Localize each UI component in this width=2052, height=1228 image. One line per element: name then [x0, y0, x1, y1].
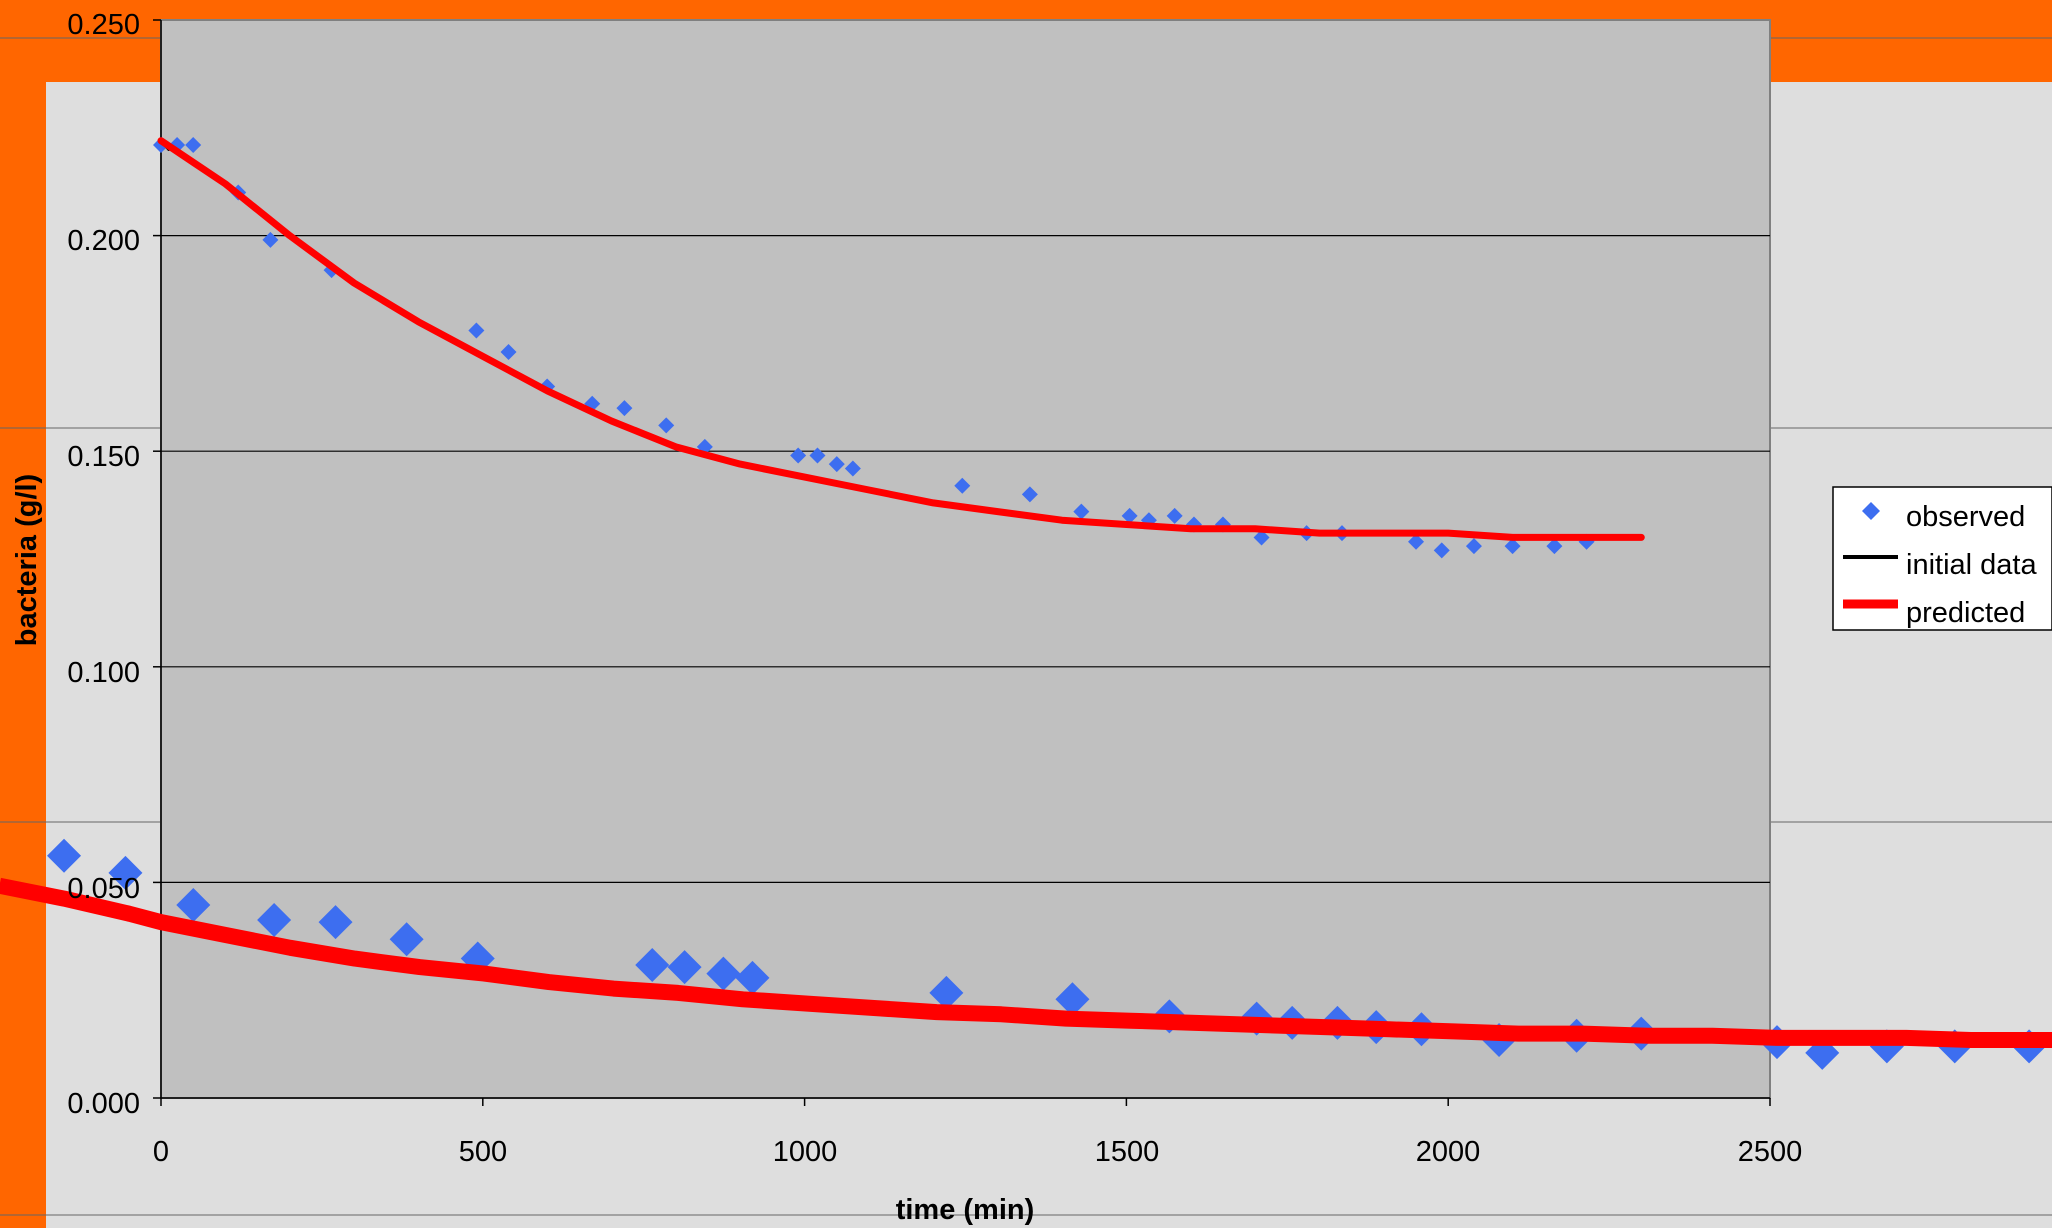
legend-label-observed: observed: [1906, 501, 2025, 533]
x-tick-label: 2000: [1416, 1136, 1481, 1168]
x-axis-title: time (min): [896, 1194, 1035, 1226]
observed-point: [828, 456, 845, 473]
observed-point: [844, 460, 861, 477]
observed-point: [1253, 529, 1270, 546]
overlay-observed-point: [1055, 982, 1090, 1017]
y-tick-label: 0.250: [67, 9, 140, 41]
plot-area: [160, 19, 1771, 1099]
legend: observed initial data predicted: [1832, 486, 2052, 631]
x-tick-label: 1000: [773, 1136, 838, 1168]
observed-point: [500, 344, 517, 361]
observed-point: [1021, 486, 1038, 503]
y-axis-title: bacteria (g/l): [11, 474, 43, 646]
observed-point: [1504, 538, 1521, 555]
observed-point: [658, 417, 675, 434]
observed-point: [1546, 538, 1563, 555]
overlay-predicted-line: [0, 877, 2052, 1048]
predicted-line: [157, 137, 1645, 541]
overlay-observed-point: [257, 902, 292, 937]
overlay-observed-point: [176, 887, 211, 922]
overlay-observed-point: [929, 975, 964, 1010]
observed-point: [262, 231, 279, 248]
observed-point: [790, 447, 807, 464]
overlay-observed-point: [735, 960, 770, 995]
observed-point: [809, 447, 826, 464]
overlay-observed-point: [635, 947, 670, 982]
y-tick-label: 0.050: [67, 873, 140, 905]
observed-point: [1465, 538, 1482, 555]
y-tick-label: 0.200: [67, 225, 140, 257]
observed-point: [1433, 542, 1450, 559]
y-tick-label: 0.100: [67, 657, 140, 689]
legend-observed-diamond: [1862, 502, 1880, 520]
observed-point: [1073, 503, 1090, 520]
observed-point: [468, 322, 485, 339]
overlay-observed-point: [389, 922, 424, 957]
y-tick-label: 0.000: [67, 1088, 140, 1120]
y-tick-label: 0.150: [67, 441, 140, 473]
overlay-observed-point: [706, 956, 741, 991]
observed-point: [1166, 507, 1183, 524]
overlay-observed-point: [47, 838, 82, 873]
observed-point: [185, 137, 202, 154]
x-tick-label: 1500: [1095, 1136, 1160, 1168]
x-tick-label: 2500: [1738, 1136, 1803, 1168]
observed-point: [1121, 507, 1138, 524]
x-tick-label: 0: [153, 1136, 169, 1168]
overlay-observed-point: [318, 905, 353, 940]
legend-observed-symbol: [1862, 502, 1880, 520]
overlay-observed-point: [108, 855, 143, 890]
legend-label-predicted: predicted: [1906, 597, 2025, 629]
overlay-observed-point: [667, 950, 702, 985]
observed-point: [1408, 533, 1425, 550]
x-tick-label: 500: [459, 1136, 507, 1168]
observed-point: [954, 477, 971, 494]
observed-point: [616, 400, 633, 417]
legend-label-initial: initial data: [1906, 549, 2037, 581]
